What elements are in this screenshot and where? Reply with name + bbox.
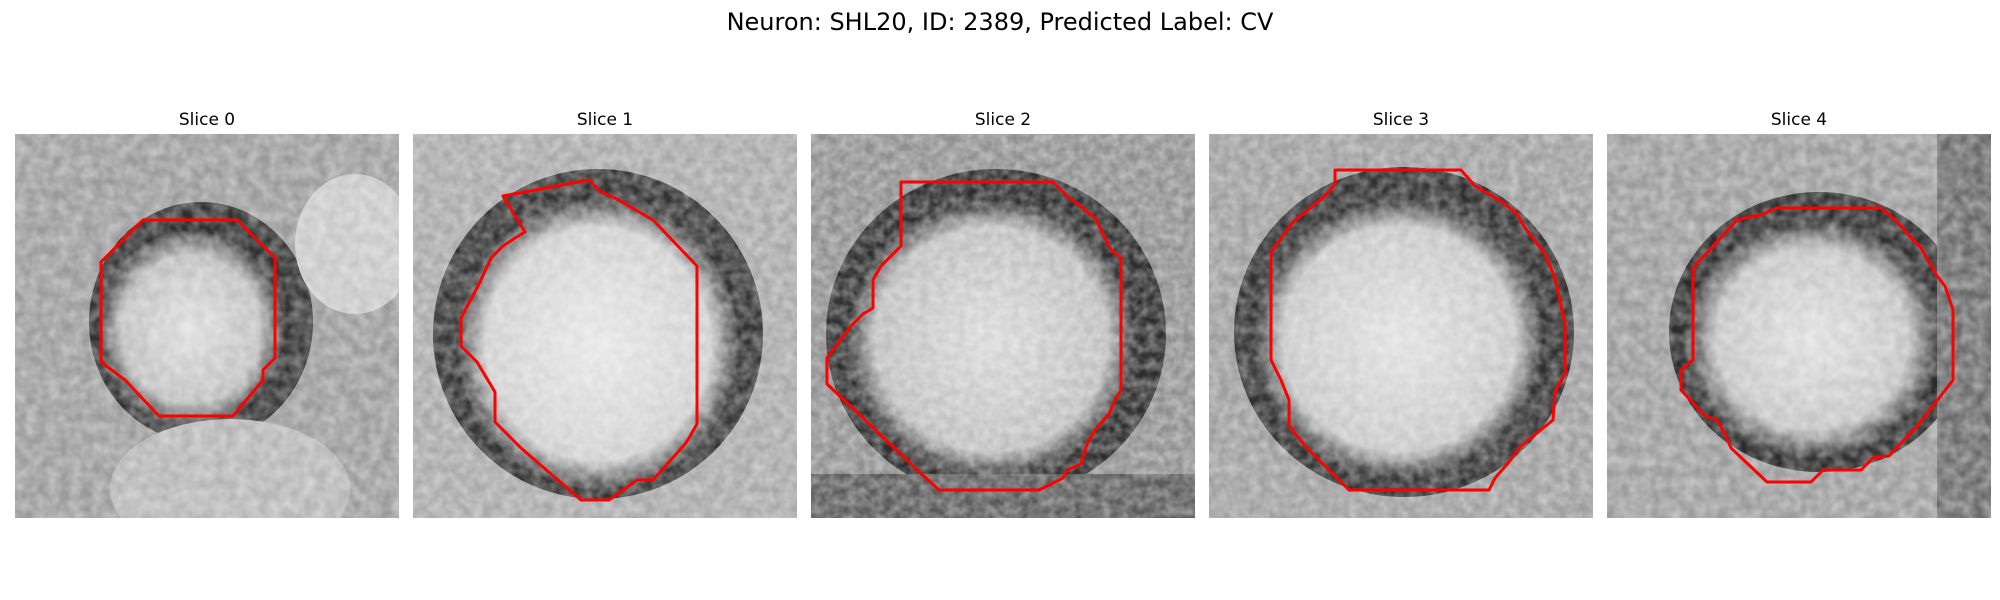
slice-title: Slice 0	[15, 108, 399, 132]
texture-noise	[1209, 134, 1593, 518]
figure-title: Neuron: SHL20, ID: 2389, Predicted Label…	[0, 8, 2000, 36]
slice-image	[413, 134, 797, 518]
slice-title: Slice 1	[413, 108, 797, 132]
slice-panel-3: Slice 3	[1209, 108, 1593, 518]
texture-noise	[15, 134, 399, 518]
slice-panel-0: Slice 0	[15, 108, 399, 518]
slice-title: Slice 4	[1607, 108, 1991, 132]
slice-image	[15, 134, 399, 518]
slice-image	[1209, 134, 1593, 518]
slice-title: Slice 2	[811, 108, 1195, 132]
slice-title: Slice 3	[1209, 108, 1593, 132]
texture-noise	[1607, 134, 1991, 518]
texture-noise	[413, 134, 797, 518]
slice-image	[1607, 134, 1991, 518]
slice-panel-2: Slice 2	[811, 108, 1195, 518]
slice-image	[811, 134, 1195, 518]
slice-panel-4: Slice 4	[1607, 108, 1991, 518]
texture-noise	[811, 134, 1195, 518]
slice-panel-1: Slice 1	[413, 108, 797, 518]
